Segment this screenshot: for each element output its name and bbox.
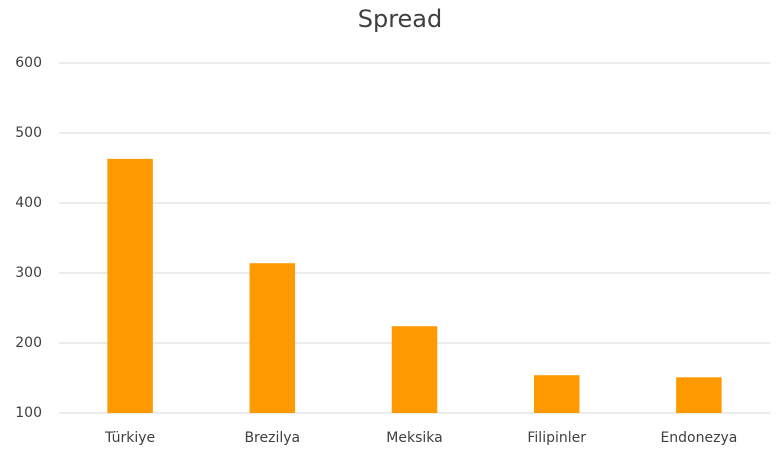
x-tick-label: Brezilya <box>244 430 300 446</box>
bar <box>391 326 438 413</box>
y-tick-label: 100 <box>15 405 42 421</box>
bar <box>249 263 296 413</box>
x-tick-label: Türkiye <box>104 430 155 446</box>
bar <box>107 158 153 413</box>
x-tick-label: Endonezya <box>660 430 737 446</box>
y-tick-label: 600 <box>15 55 42 71</box>
bar <box>676 377 722 413</box>
chart-title: Spread <box>358 5 443 33</box>
y-tick-label: 300 <box>15 265 42 281</box>
y-tick-label: 200 <box>15 335 42 351</box>
x-tick-label: Filipinler <box>527 430 586 446</box>
y-tick-label: 400 <box>15 195 42 211</box>
y-tick-label: 500 <box>15 125 42 141</box>
bar <box>533 375 580 413</box>
x-tick-label: Meksika <box>386 430 442 446</box>
